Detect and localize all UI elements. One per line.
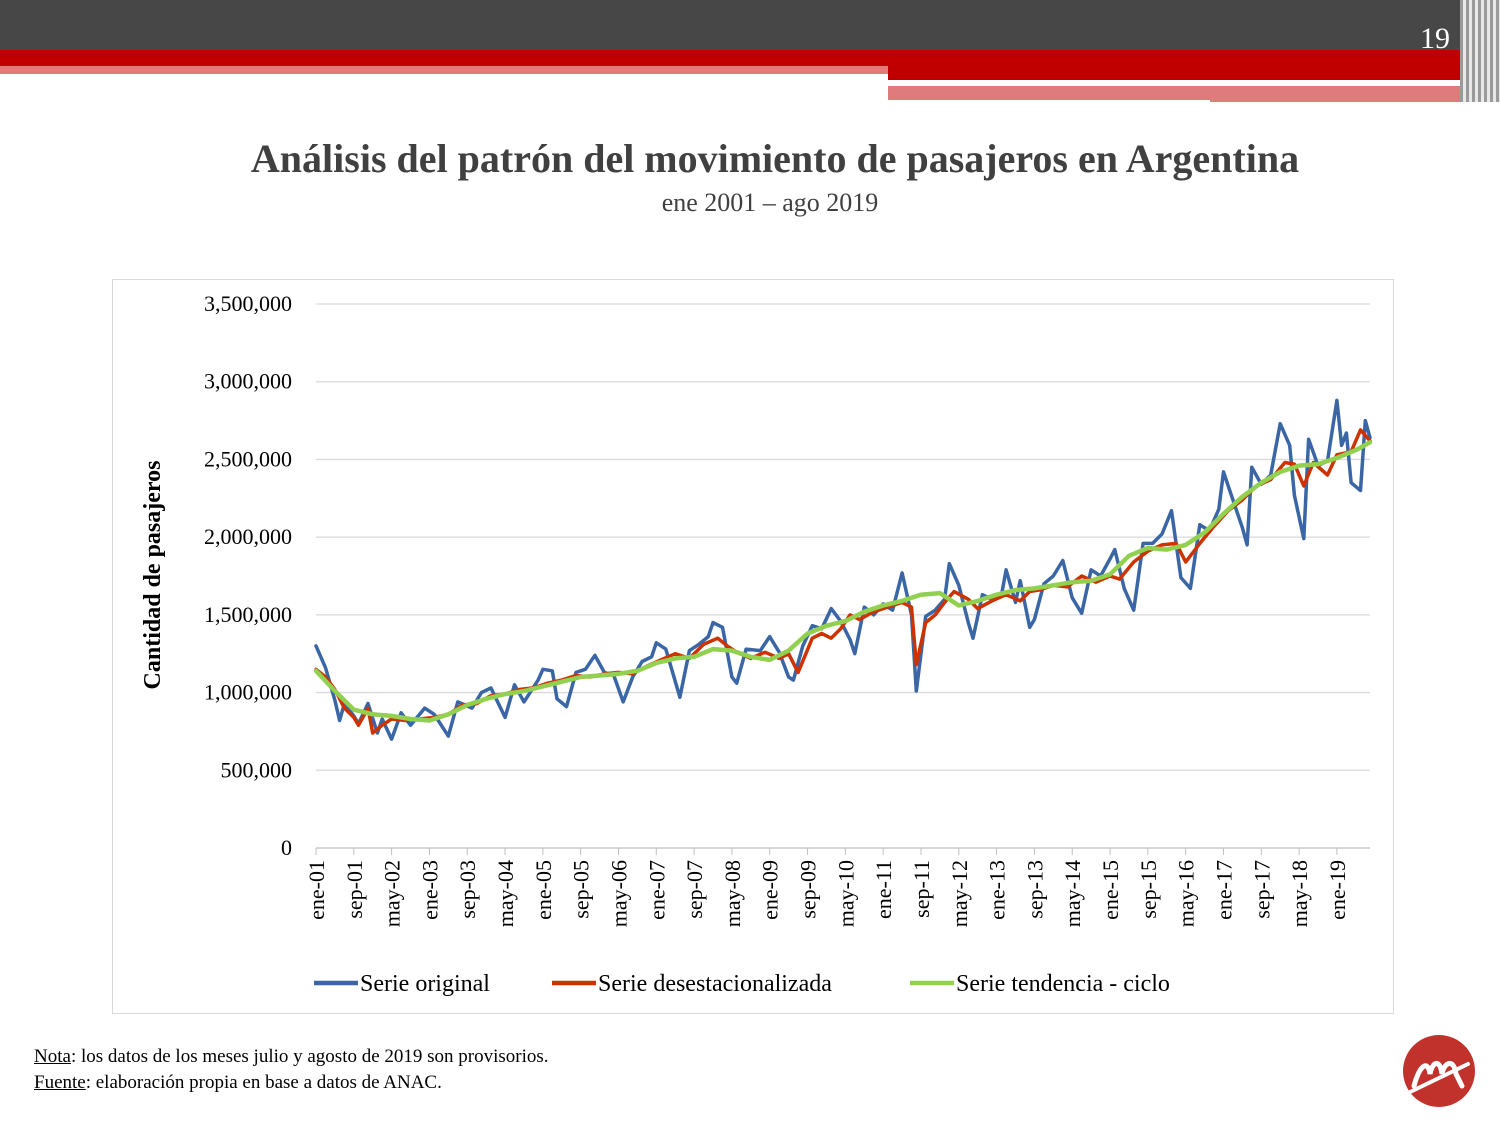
- y-tick-label: 2,000,000: [204, 524, 292, 549]
- x-tick-label: may-12: [947, 860, 972, 927]
- y-tick-label: 3,500,000: [204, 291, 292, 316]
- x-tick-label: sep-07: [682, 860, 707, 919]
- x-tick-label: may-06: [606, 860, 631, 927]
- note-label: Nota: [34, 1046, 71, 1067]
- y-tick-label: 1,500,000: [204, 602, 292, 627]
- y-axis-ticks: 0 500,000 1,000,000 1,500,000 2,000,000 2,500…: [204, 291, 292, 860]
- slide-subtitle: ene 2001 – ago 2019: [661, 188, 879, 217]
- chart-series: [313, 398, 1373, 741]
- header-bar-accent: [0, 66, 888, 74]
- x-tick-label: ene-17: [1211, 860, 1236, 920]
- legend-label: Serie tendencia - ciclo: [956, 971, 1170, 997]
- header-bar-dark: [0, 0, 1500, 50]
- x-tick-label: may-02: [380, 860, 405, 927]
- header-stripes: [1460, 0, 1500, 102]
- chart-frame: [112, 279, 1394, 1014]
- x-tick-label: ene-03: [417, 860, 442, 920]
- x-tick-label: ene-01: [304, 860, 329, 920]
- header-bar-red-right: [888, 66, 1460, 80]
- legend-label: Serie original: [360, 971, 490, 997]
- x-tick-label: sep-03: [455, 860, 480, 919]
- chart-grid: [316, 303, 1370, 849]
- note-text: : los datos de los meses julio y agosto …: [70, 1046, 549, 1067]
- y-tick-label: 1,000,000: [204, 680, 292, 705]
- source-label: Fuente: [34, 1072, 86, 1093]
- x-tick-label: sep-15: [1136, 860, 1161, 919]
- brand-logo: [1403, 1035, 1475, 1107]
- x-tick-label: ene-15: [1098, 860, 1123, 920]
- source-text: : elaboración propia en base a datos de …: [85, 1072, 442, 1093]
- x-tick-label: sep-01: [342, 860, 367, 919]
- x-tick-label: ene-19: [1325, 860, 1350, 920]
- x-tick-label: ene-07: [644, 860, 669, 920]
- x-tick-label: sep-17: [1249, 860, 1274, 919]
- x-tick-label: may-18: [1287, 860, 1312, 927]
- y-axis-label: Cantidad de pasajeros: [140, 461, 166, 690]
- series-line-2: [314, 428, 1372, 735]
- x-tick-label: sep-13: [1022, 860, 1047, 919]
- chart-legend: Serie original Serie desestacionalizada Se…: [314, 971, 1170, 997]
- x-tick-label: sep-11: [909, 860, 934, 918]
- x-tick-label: may-16: [1174, 860, 1199, 927]
- x-axis: ene-01 sep-01 may-02 ene-03 sep-03 may-04 ene-…: [304, 848, 1350, 927]
- y-tick-label: 500,000: [221, 757, 293, 782]
- y-tick-label: 0: [281, 835, 292, 860]
- x-tick-label: may-08: [720, 860, 745, 927]
- x-tick-label: ene-05: [531, 860, 556, 920]
- x-tick-label: ene-13: [985, 860, 1010, 920]
- y-tick-label: 2,500,000: [204, 446, 292, 471]
- x-tick-label: sep-05: [569, 860, 594, 919]
- x-tick-label: may-04: [493, 860, 518, 927]
- x-tick-label: may-14: [1060, 860, 1085, 927]
- series-line-3: [313, 440, 1373, 723]
- header-bar-red: [0, 50, 1460, 66]
- legend-label: Serie desestacionalizada: [598, 971, 832, 997]
- x-tick-label: sep-09: [796, 860, 821, 919]
- footnotes: Nota: los datos de los meses julio y ago…: [34, 1044, 549, 1096]
- source-line: Fuente: elaboración propia en base a dat…: [34, 1070, 549, 1096]
- header-bar-pink-short: [1210, 96, 1460, 102]
- x-tick-label: may-10: [833, 860, 858, 927]
- x-tick-label: ene-09: [758, 860, 783, 920]
- series-line-1: [314, 398, 1372, 741]
- note-line: Nota: los datos de los meses julio y ago…: [34, 1044, 549, 1070]
- x-tick-label: ene-11: [871, 860, 896, 919]
- y-tick-label: 3,000,000: [204, 369, 292, 394]
- page-number: 19: [1420, 22, 1450, 55]
- slide-title: Análisis del patrón del movimiento de pa…: [250, 136, 1300, 181]
